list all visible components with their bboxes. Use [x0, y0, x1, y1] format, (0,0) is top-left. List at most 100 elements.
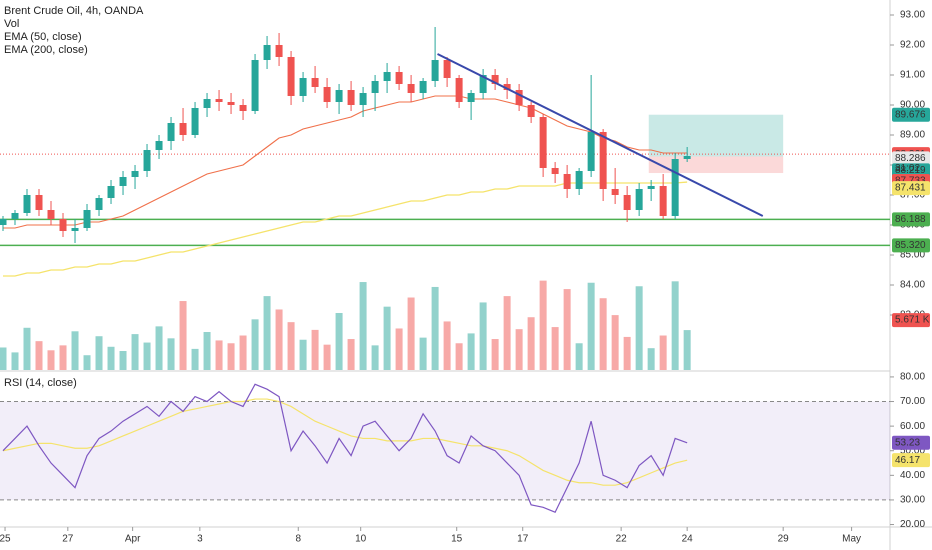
- y-tick-label: 93.00: [900, 10, 925, 21]
- candle-body: [239, 105, 247, 111]
- legend-ema50: EMA (50, close): [4, 31, 82, 43]
- candle-body: [419, 81, 427, 93]
- candle-body: [539, 117, 547, 168]
- x-tick-label: 25: [0, 534, 11, 545]
- volume-bar: [71, 331, 79, 370]
- candle-body: [83, 210, 91, 228]
- price-label: 88.219: [892, 163, 930, 178]
- volume-bar: [551, 327, 559, 370]
- candle-body: [635, 189, 643, 210]
- candle-body: [551, 168, 559, 174]
- volume-label-bg: [892, 313, 930, 328]
- y-tick-label: 92.00: [900, 40, 925, 51]
- rsi-tick-label: 50.00: [900, 445, 925, 456]
- candle-body: [0, 219, 7, 225]
- volume-bar: [287, 322, 295, 370]
- candle-body: [347, 90, 355, 105]
- rsi-label-bg: [892, 453, 930, 468]
- x-tick-label: 27: [62, 534, 74, 545]
- candle-body: [179, 123, 187, 135]
- y-tick-label: 91.00: [900, 70, 925, 81]
- volume-bar: [647, 348, 655, 370]
- volume-bar: [635, 286, 643, 370]
- candle-body: [359, 93, 367, 105]
- countdown: 31:02: [895, 163, 920, 174]
- volume-bar: [311, 329, 319, 370]
- volume-bar: [143, 342, 151, 370]
- volume-bar: [347, 339, 355, 370]
- volume-label: 5.671 K: [892, 313, 930, 328]
- candle-body: [299, 78, 307, 96]
- volume-bar: [515, 329, 523, 370]
- candle-body: [155, 141, 163, 150]
- candle-body: [611, 189, 619, 195]
- candle-body: [167, 123, 175, 141]
- level-label: 86.188: [892, 212, 930, 227]
- candle-body: [23, 195, 31, 213]
- candle-body: [599, 132, 607, 189]
- price-label-bg: [892, 181, 930, 196]
- volume-bar: [455, 343, 463, 370]
- volume-bar: [395, 328, 403, 370]
- volume-bar: [671, 281, 679, 370]
- candle-body: [395, 72, 403, 84]
- x-tick-label: 8: [295, 534, 301, 545]
- candle-body: [659, 186, 667, 216]
- level-label-bg: [892, 212, 930, 227]
- volume-bar: [563, 289, 571, 370]
- volume-bar: [23, 327, 31, 370]
- volume-bar: [203, 332, 211, 370]
- rsi-ma-line: [2, 398, 688, 486]
- x-tick-label: Apr: [125, 534, 141, 545]
- volume-bar: [0, 347, 7, 370]
- rsi-tick-label: 70.00: [900, 396, 925, 407]
- volume-bar: [59, 345, 67, 370]
- volume-bar: [527, 317, 535, 370]
- legend-vol: Vol: [4, 18, 19, 30]
- candle-body: [71, 228, 79, 231]
- volume-bar: [119, 351, 127, 370]
- legend-rsi: RSI (14, close): [4, 377, 77, 389]
- candle-body: [455, 78, 463, 102]
- candle-body: [215, 99, 223, 102]
- candle-body: [59, 219, 67, 231]
- x-tick-label: 17: [517, 534, 529, 545]
- volume-bar: [107, 346, 115, 370]
- volume-bar: [443, 321, 451, 370]
- volume-bar: [587, 282, 595, 370]
- x-tick-label: 24: [682, 534, 694, 545]
- level-label-text: 86.188: [895, 214, 926, 225]
- candle-body: [383, 72, 391, 81]
- candle-body: [683, 156, 691, 159]
- candle-body: [47, 210, 55, 219]
- candle-body: [107, 186, 115, 198]
- volume-bar: [359, 282, 367, 370]
- volume-bar: [131, 334, 139, 370]
- rsi-label-text: 53.23: [895, 437, 920, 448]
- candle-body: [191, 108, 199, 135]
- volume-bar: [95, 336, 103, 370]
- volume-bar: [83, 355, 91, 370]
- volume-bar: [623, 336, 631, 370]
- volume-bar: [275, 309, 283, 370]
- candle-body: [203, 99, 211, 108]
- volume-bar: [419, 337, 427, 370]
- price-label-text: 88.286: [895, 153, 926, 164]
- x-tick-label: 3: [197, 534, 203, 545]
- volume-bar: [599, 298, 607, 370]
- y-tick-label: 89.00: [900, 130, 925, 141]
- candle-body: [443, 60, 451, 78]
- volume-bar: [479, 302, 487, 370]
- volume-bar: [323, 344, 331, 370]
- y-tick-label: 87.00: [900, 190, 925, 201]
- candle-body: [131, 171, 139, 177]
- volume-bar: [683, 330, 691, 370]
- x-tick-label: 29: [778, 534, 790, 545]
- candle-body: [323, 87, 331, 102]
- candle-body: [587, 132, 595, 171]
- rsi-tick-label: 60.00: [900, 421, 925, 432]
- volume-bar: [251, 319, 259, 370]
- level-label-text: 85.320: [895, 240, 926, 251]
- volume-bar: [491, 339, 499, 370]
